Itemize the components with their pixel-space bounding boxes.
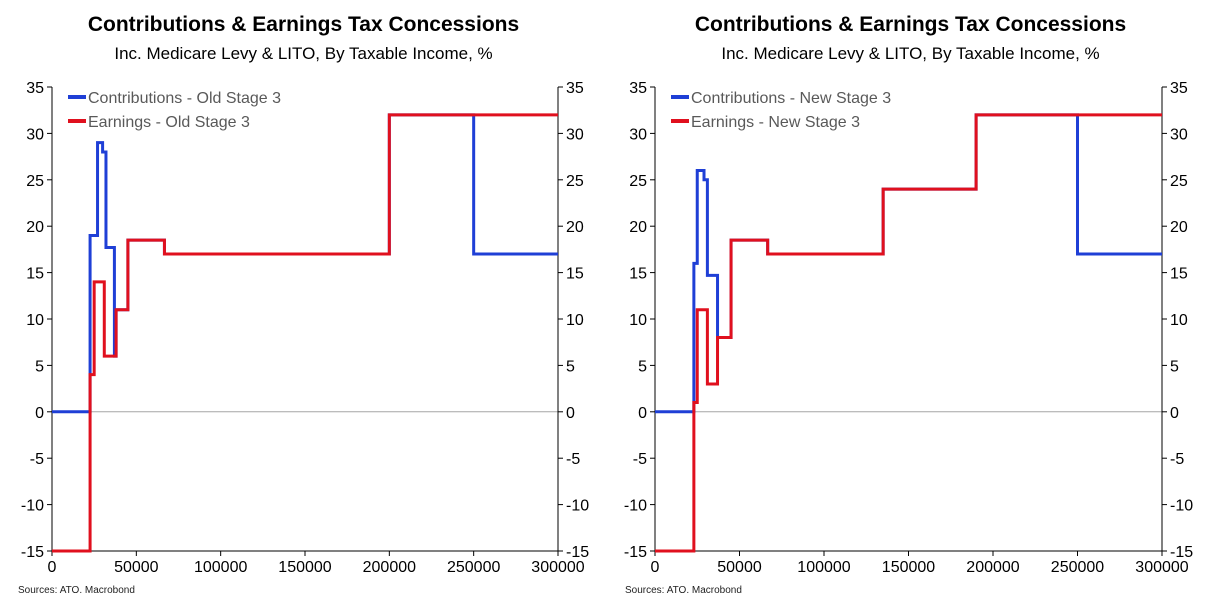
y-tick-label-right: 5 [566, 358, 575, 375]
x-tick-label: 0 [651, 559, 660, 576]
y-tick-label-left: 20 [629, 219, 647, 236]
x-tick-label: 150000 [278, 559, 331, 576]
x-tick-label: 150000 [882, 559, 935, 576]
y-tick-label-right: 25 [1170, 173, 1188, 190]
chart-plot-right: -15 -15 -10 -10 -5 -5 0 0 5 5 10 10 15 15 20 20 25 25 30 30… [624, 80, 1193, 576]
y-tick-label-right: 5 [1170, 358, 1179, 375]
chart-subtitle: Inc. Medicare Levy & LITO, By Taxable In… [721, 44, 1100, 63]
y-tick-label-left: -10 [21, 498, 44, 515]
y-tick-label-right: 15 [566, 266, 584, 283]
chart-source: Sources: ATO. Macrobond [18, 585, 135, 596]
y-tick-label-right: -10 [566, 498, 589, 515]
y-tick-label-right: 10 [566, 312, 584, 329]
y-tick-label-right: 15 [1170, 266, 1188, 283]
y-tick-label-right: 10 [1170, 312, 1188, 329]
x-tick-label: 200000 [966, 559, 1019, 576]
legend-label: Earnings - Old Stage 3 [88, 114, 250, 131]
y-tick-label-right: 30 [1170, 126, 1188, 143]
legend-label: Contributions - New Stage 3 [691, 90, 891, 107]
y-tick-label-left: 5 [35, 358, 44, 375]
y-tick-label-right: -10 [1170, 498, 1193, 515]
legend-label: Contributions - Old Stage 3 [88, 90, 281, 107]
y-tick-label-right: 0 [1170, 405, 1179, 422]
y-tick-label-left: 15 [26, 266, 44, 283]
x-tick-label: 100000 [797, 559, 850, 576]
y-tick-label-left: 5 [638, 358, 647, 375]
y-tick-label-left: -15 [624, 544, 647, 561]
y-tick-label-left: 30 [26, 126, 44, 143]
chart-panel-left: Contributions & Earnings Tax Concessions… [18, 13, 589, 596]
x-tick-label: 250000 [1051, 559, 1104, 576]
y-tick-label-right: 20 [566, 219, 584, 236]
y-tick-label-right: 35 [1170, 80, 1188, 97]
y-tick-label-right: -5 [1170, 451, 1184, 468]
y-tick-label-left: 35 [629, 80, 647, 97]
x-tick-label: 100000 [194, 559, 247, 576]
x-tick-label: 300000 [1135, 559, 1188, 576]
y-tick-label-left: 20 [26, 219, 44, 236]
chart-panel-right: Contributions & Earnings Tax Concessions… [607, 0, 1214, 597]
y-tick-label-right: 25 [566, 173, 584, 190]
x-tick-label: 300000 [531, 559, 584, 576]
y-tick-label-left: 30 [629, 126, 647, 143]
series-line-2 [655, 113, 1162, 553]
y-tick-label-left: 10 [629, 312, 647, 329]
y-tick-label-right: -15 [1170, 544, 1193, 561]
y-tick-label-right: 35 [566, 80, 584, 97]
chart-source: Sources: ATO. Macrobond [625, 585, 742, 596]
legend-label: Earnings - New Stage 3 [691, 114, 860, 131]
y-tick-label-left: 0 [638, 405, 647, 422]
y-tick-label-left: -5 [633, 451, 647, 468]
x-tick-label: 250000 [447, 559, 500, 576]
chart-title: Contributions & Earnings Tax Concessions [87, 13, 520, 36]
y-tick-label-right: -15 [566, 544, 589, 561]
chart-title: Contributions & Earnings Tax Concessions [694, 13, 1127, 36]
y-tick-label-left: 35 [26, 80, 44, 97]
y-tick-label-left: -5 [30, 451, 44, 468]
y-tick-label-left: 25 [26, 173, 44, 190]
series-line-2 [52, 113, 558, 553]
y-tick-label-right: -5 [566, 451, 580, 468]
y-tick-label-left: -10 [624, 498, 647, 515]
y-tick-label-left: -15 [21, 544, 44, 561]
x-tick-label: 200000 [363, 559, 416, 576]
x-tick-label: 50000 [114, 559, 159, 576]
x-tick-label: 0 [48, 559, 57, 576]
y-tick-label-right: 0 [566, 405, 575, 422]
y-tick-label-left: 25 [629, 173, 647, 190]
y-tick-label-left: 0 [35, 405, 44, 422]
y-tick-label-right: 30 [566, 126, 584, 143]
y-tick-label-left: 15 [629, 266, 647, 283]
y-tick-label-left: 10 [26, 312, 44, 329]
x-tick-label: 50000 [717, 559, 762, 576]
chart-plot-left: -15 -15 -10 -10 -5 -5 0 0 5 5 10 10 15 15 20 20 25 25 30 30… [21, 80, 589, 576]
chart-subtitle: Inc. Medicare Levy & LITO, By Taxable In… [114, 44, 493, 63]
y-tick-label-right: 20 [1170, 219, 1188, 236]
